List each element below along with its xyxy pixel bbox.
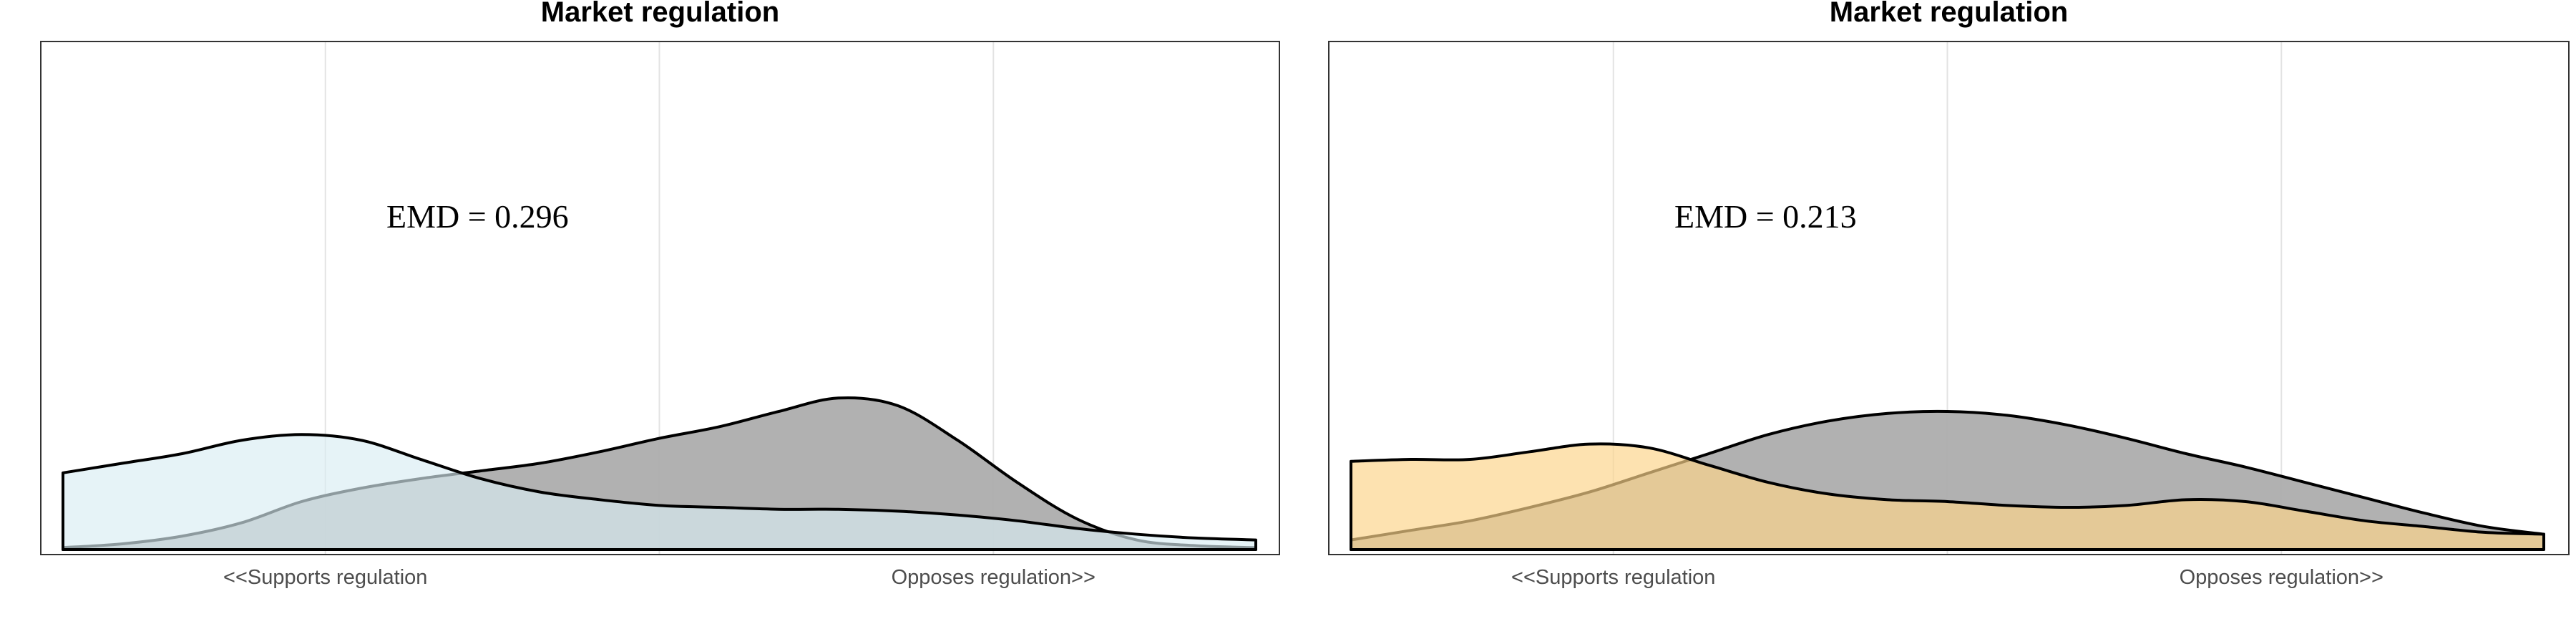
emd-annotation: EMD = 0.296 [386, 198, 569, 235]
density-area-2 [62, 433, 1257, 551]
density-area-2 [1350, 442, 2545, 551]
plot-frame [40, 41, 1280, 555]
chart-panel-right: Market regulation EMD = 0.213 <<Supports… [1328, 0, 2570, 589]
chart-title: Market regulation [1830, 0, 2068, 28]
chart-title: Market regulation [541, 0, 779, 28]
x-tick-label: Opposes regulation>> [2180, 566, 2384, 589]
x-tick-label: <<Supports regulation [1511, 566, 1715, 589]
emd-annotation: EMD = 0.213 [1674, 198, 1857, 235]
x-tick-label: Opposes regulation>> [892, 566, 1096, 589]
chart-panel-left: Market regulation EMD = 0.296 <<Supports… [40, 0, 1280, 589]
x-tick-label: <<Supports regulation [223, 566, 427, 589]
plot-frame [1328, 41, 2570, 555]
